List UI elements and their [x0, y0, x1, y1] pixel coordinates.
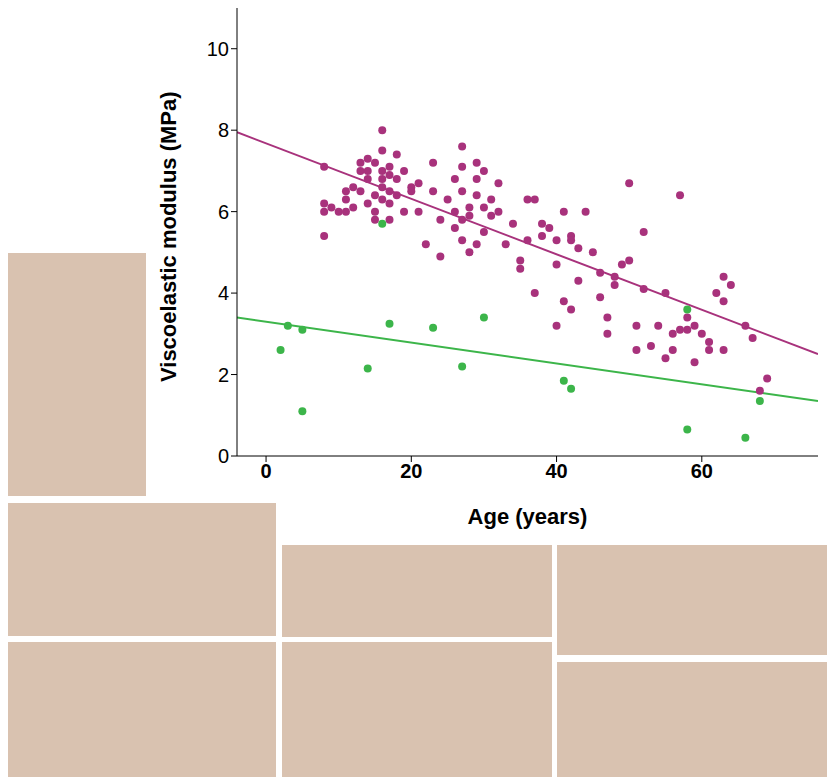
svg-text:0: 0: [260, 460, 271, 482]
svg-text:40: 40: [545, 460, 567, 482]
svg-text:Viscoelastic modulus (MPa): Viscoelastic modulus (MPa): [156, 91, 181, 382]
svg-text:20: 20: [400, 460, 422, 482]
svg-text:4: 4: [218, 282, 229, 304]
svg-text:6: 6: [218, 201, 229, 223]
svg-text:Age (years): Age (years): [468, 504, 588, 529]
svg-text:60: 60: [691, 460, 713, 482]
svg-text:10: 10: [207, 38, 229, 60]
svg-text:8: 8: [218, 119, 229, 141]
svg-text:2: 2: [218, 364, 229, 386]
svg-text:0: 0: [218, 445, 229, 467]
